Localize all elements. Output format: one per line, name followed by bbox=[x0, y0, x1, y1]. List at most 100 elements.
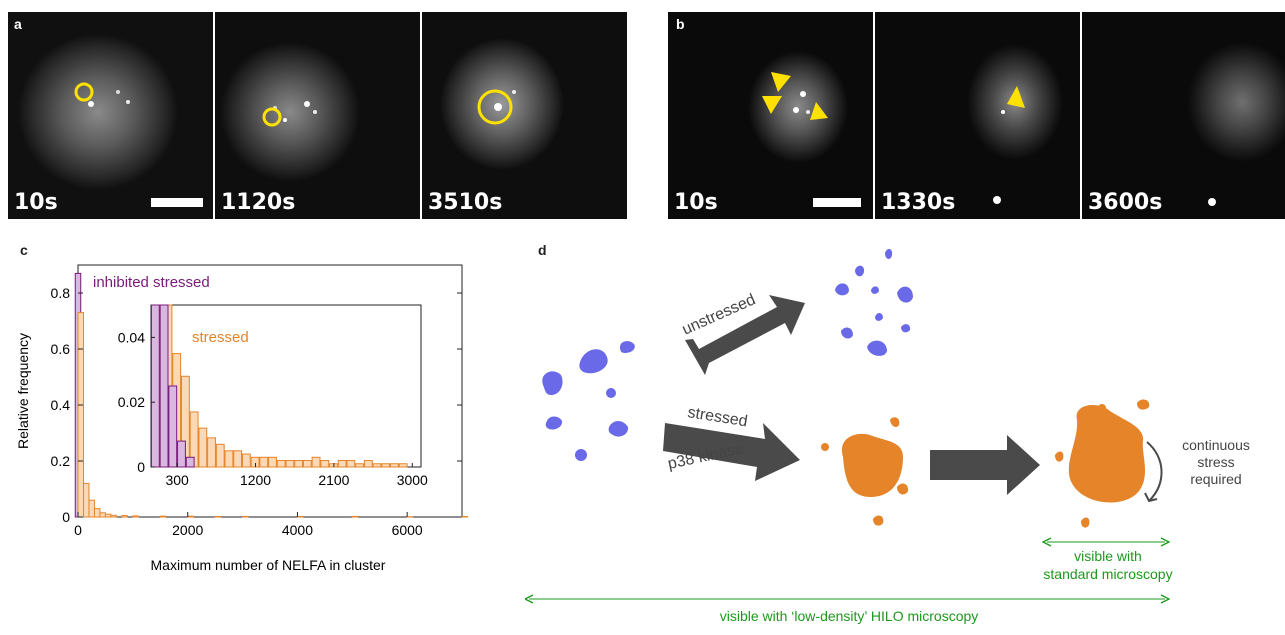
continuous-label: continuous bbox=[1182, 437, 1250, 453]
bar-stressed bbox=[105, 514, 110, 517]
inset-bar-stressed bbox=[338, 461, 346, 467]
inset-bar-stressed bbox=[242, 454, 250, 467]
x-tick-label: 4000 bbox=[282, 522, 313, 538]
inset-bar-stressed bbox=[286, 461, 294, 467]
inset-bar-stressed bbox=[391, 464, 399, 467]
blue-clusters-right bbox=[835, 249, 913, 356]
inset-x-tick-label: 1200 bbox=[240, 472, 271, 488]
inset-bar-stressed bbox=[277, 461, 285, 467]
bar-stressed bbox=[243, 516, 248, 517]
inset-y-tick-label: 0.02 bbox=[118, 394, 145, 410]
inset-bar-stressed bbox=[382, 464, 390, 467]
stressed-label: stressed bbox=[686, 404, 748, 430]
blue-clusters-left bbox=[542, 341, 635, 461]
inset-bar-stressed bbox=[347, 461, 355, 467]
inset-x-tick-label: 300 bbox=[165, 472, 189, 488]
inset-bar-stressed bbox=[295, 461, 303, 467]
panel-label-a: a bbox=[14, 16, 22, 32]
timestamp: 10s bbox=[674, 190, 718, 215]
inset-bar-inhibited bbox=[178, 441, 186, 467]
y-tick-label: 0.4 bbox=[51, 397, 71, 413]
cluster-circle bbox=[76, 84, 92, 100]
inset-x-tick-label: 3000 bbox=[397, 472, 428, 488]
bar-stressed bbox=[188, 516, 193, 517]
y-axis-label: Relative frequency bbox=[15, 333, 31, 449]
inset-bar-stressed bbox=[269, 457, 277, 467]
y-tick-label: 0.2 bbox=[51, 453, 71, 469]
bar-stressed bbox=[122, 516, 127, 517]
bar-stressed bbox=[100, 513, 105, 517]
inset-bar-stressed bbox=[303, 461, 311, 467]
timestamp: 3600s bbox=[1088, 190, 1162, 215]
orange-clusters-right bbox=[1055, 400, 1149, 528]
histogram-chart: 0 2000 4000 6000 0 0.2 0.4 0.6 0.8 Maximum numbe… bbox=[0, 250, 480, 610]
visible-standard-line1: visible with bbox=[1074, 548, 1142, 564]
inset-bar-stressed bbox=[364, 461, 372, 467]
inset-bar-inhibited bbox=[186, 457, 194, 467]
bar-stressed bbox=[297, 516, 302, 517]
x-tick-label: 6000 bbox=[392, 522, 423, 538]
inset-bar-inhibited bbox=[169, 386, 177, 467]
y-tick-label: 0.8 bbox=[51, 285, 71, 301]
bar-stressed bbox=[83, 483, 88, 517]
timestamp: 1120s bbox=[221, 190, 295, 215]
cluster-circle bbox=[264, 109, 280, 125]
timestamp: 10s bbox=[14, 190, 58, 215]
bar-stressed bbox=[89, 500, 94, 517]
x-tick-label: 2000 bbox=[172, 522, 203, 538]
y-tick-label: 0 bbox=[62, 509, 70, 525]
required-label: required bbox=[1190, 471, 1241, 487]
inset-bar-stressed bbox=[321, 461, 329, 467]
schematic-diagram: unstressed stressed p38 kinase continuou… bbox=[525, 235, 1285, 635]
inset-bar-stressed bbox=[234, 451, 242, 467]
bar-stressed bbox=[94, 509, 99, 517]
progression-arrow bbox=[930, 435, 1040, 495]
x-tick-label: 0 bbox=[74, 522, 82, 538]
micrograph-b3: 3600s bbox=[1082, 12, 1285, 219]
inset-bar-stressed bbox=[208, 438, 216, 467]
bar-stressed bbox=[133, 516, 138, 517]
micrograph-a2: 1120s bbox=[215, 12, 420, 219]
visible-standard-line2: standard microscopy bbox=[1043, 566, 1172, 582]
inset-bar-stressed bbox=[312, 457, 320, 467]
micrograph-a1: 10s bbox=[8, 12, 213, 219]
inset-bar-stressed bbox=[260, 457, 268, 467]
bar-stressed bbox=[215, 516, 220, 517]
x-axis-label: Maximum number of NELFA in cluster bbox=[151, 557, 386, 573]
inset-y-tick-label: 0 bbox=[137, 459, 145, 475]
bar-stressed bbox=[160, 516, 165, 517]
arrowhead-marker bbox=[771, 72, 791, 92]
inset-bar-inhibited bbox=[160, 305, 168, 467]
timestamp: 1330s bbox=[881, 190, 955, 215]
inset-bar-stressed bbox=[356, 464, 364, 467]
bar-stressed bbox=[462, 516, 467, 517]
arrowhead-marker bbox=[1007, 86, 1025, 108]
legend-stressed: stressed bbox=[192, 329, 249, 346]
inset-bar-inhibited bbox=[151, 305, 159, 467]
scale-bar bbox=[813, 198, 861, 207]
stress-label: stress bbox=[1197, 454, 1234, 470]
inset-bar-stressed bbox=[225, 451, 233, 467]
inset-bar-stressed bbox=[216, 444, 224, 467]
micrograph-b1: 10s bbox=[668, 12, 873, 219]
bar-stressed bbox=[78, 313, 83, 517]
inset-bar-stressed bbox=[373, 464, 381, 467]
legend-inhibited: inhibited stressed bbox=[93, 274, 210, 291]
y-tick-label: 0.6 bbox=[51, 341, 71, 357]
bar-stressed bbox=[352, 516, 357, 517]
panel-label-b: b bbox=[676, 16, 685, 32]
arrowhead-marker bbox=[810, 102, 828, 120]
visible-hilo-label: visible with ‘low-density’ HILO microsco… bbox=[720, 608, 979, 624]
orange-clusters-middle bbox=[821, 417, 908, 525]
inset-x-tick-label: 2100 bbox=[318, 472, 349, 488]
inset-bar-stressed bbox=[199, 428, 207, 467]
micrograph-a3: 3510s bbox=[422, 12, 627, 219]
bar-stressed bbox=[111, 515, 116, 517]
arrowhead-marker bbox=[762, 96, 782, 114]
micrograph-b2: 1330s bbox=[875, 12, 1080, 219]
inset-bar-stressed bbox=[399, 464, 407, 467]
feedback-curve bbox=[1147, 442, 1162, 501]
inset-y-tick-label: 0.04 bbox=[118, 329, 145, 345]
scale-bar bbox=[151, 198, 203, 207]
timestamp: 3510s bbox=[428, 190, 502, 215]
